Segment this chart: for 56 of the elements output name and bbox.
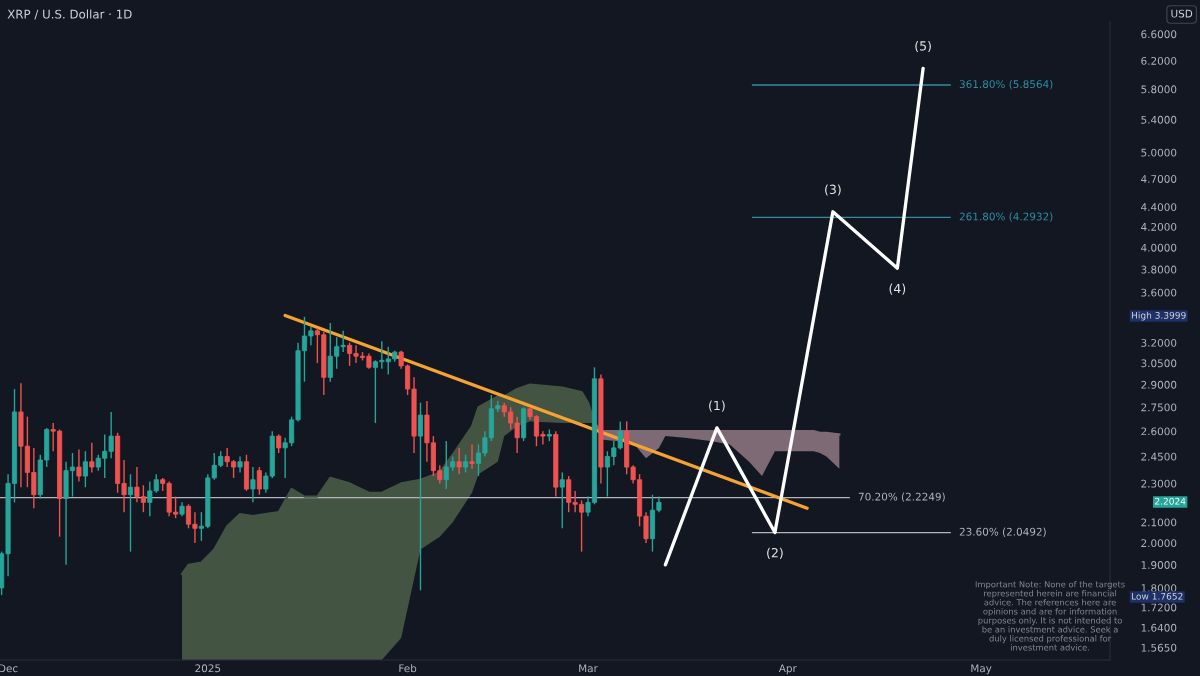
annotation: (3)	[825, 184, 841, 196]
ref-line-label: 261.80% (4.2932)	[959, 212, 1053, 222]
y-tick-label: 1.9000	[1141, 561, 1177, 569]
x-tick-label: May	[971, 664, 992, 675]
annotation: Important Note: None of the targets represented herein are financial advice. The references here are opinions and are for information purposes only. It is not intended to be an investment advice. Seek a duly licensed professional for investment advice.	[975, 581, 1125, 651]
candlestick	[276, 433, 282, 454]
text: Low 1.7652	[1131, 592, 1183, 600]
y-tick-label: 1.6400	[1141, 623, 1177, 632]
candlestick	[82, 450, 88, 488]
chart-title: XRP / U.S. Dollar · 1D	[7, 9, 132, 20]
candlestick	[417, 401, 424, 591]
y-tick-label: 4.4000	[1141, 203, 1177, 212]
annotation: (2)	[767, 547, 783, 559]
candlestick	[127, 473, 134, 553]
candlestick	[76, 448, 82, 483]
candlestick	[256, 466, 262, 496]
annotation: (5)	[915, 40, 931, 53]
y-tick-label: 3.6000	[1141, 288, 1177, 297]
y-tick-label: 1.7200	[1141, 603, 1177, 612]
ref-line-label: 361.80% (5.8564)	[959, 79, 1053, 90]
y-tick-label: 1.8000	[1141, 584, 1177, 593]
candlestick	[456, 447, 462, 475]
x-tick-label: Mar	[579, 664, 598, 673]
candlestick	[469, 443, 475, 470]
y-tick-label: 3.8000	[1141, 265, 1177, 274]
y-tick-label: 5.8000	[1141, 85, 1177, 94]
candlestick	[89, 442, 95, 474]
text: High 3.3999	[1131, 311, 1186, 321]
y-tick-label: 2.3000	[1141, 479, 1177, 488]
text: 2.2024	[1155, 497, 1186, 505]
y-tick-label: 6.6000	[1141, 30, 1177, 39]
x-tick-label: Feb	[399, 664, 417, 673]
y-tick-label: 3.0500	[1141, 359, 1177, 368]
candlestick	[250, 466, 256, 504]
y-tick-label: 2.0000	[1141, 539, 1177, 548]
y-tick-label: 4.0000	[1141, 243, 1177, 252]
x-tick-label: Apr	[778, 664, 797, 675]
y-tick-label: 2.1000	[1141, 518, 1177, 527]
annotation: (1)	[709, 400, 725, 412]
y-tick-label: 5.0000	[1141, 148, 1177, 157]
ref-line-label: 70.20% (2.2249)	[858, 492, 945, 502]
text: USD	[1171, 9, 1193, 18]
candlestick	[559, 471, 565, 530]
y-tick-label: 2.7500	[1141, 403, 1177, 412]
y-tick-label: 4.2000	[1141, 222, 1177, 231]
y-tick-label: 1.5650	[1141, 643, 1177, 652]
y-tick-label: 2.6000	[1141, 427, 1177, 436]
y-tick-label: 6.2000	[1141, 56, 1177, 65]
y-tick-label: 3.2000	[1141, 338, 1177, 347]
y-tick-label: 4.7000	[1141, 175, 1177, 183]
y-tick-label: 5.4000	[1141, 115, 1177, 124]
y-tick-label: 2.9000	[1141, 380, 1177, 389]
x-tick-label: 2025	[195, 664, 221, 673]
annotation: (4)	[889, 283, 906, 295]
ref-line-label: 23.60% (2.0492)	[959, 527, 1046, 537]
y-tick-label: 2.4500	[1141, 452, 1177, 461]
